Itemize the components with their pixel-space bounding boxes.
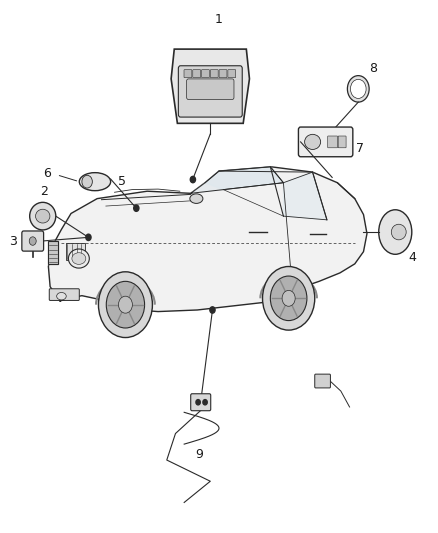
FancyBboxPatch shape xyxy=(210,70,218,78)
FancyBboxPatch shape xyxy=(193,70,201,78)
FancyBboxPatch shape xyxy=(184,70,192,78)
Circle shape xyxy=(196,400,200,405)
Circle shape xyxy=(203,400,207,405)
Circle shape xyxy=(99,272,152,337)
Circle shape xyxy=(270,276,307,320)
FancyBboxPatch shape xyxy=(298,127,353,157)
Bar xyxy=(48,241,58,264)
FancyBboxPatch shape xyxy=(328,136,338,148)
FancyBboxPatch shape xyxy=(315,374,330,388)
Ellipse shape xyxy=(304,134,321,149)
Circle shape xyxy=(262,266,315,330)
Circle shape xyxy=(86,234,91,240)
Circle shape xyxy=(106,281,145,328)
Text: 6: 6 xyxy=(43,167,51,180)
Text: 9: 9 xyxy=(195,448,203,461)
Ellipse shape xyxy=(68,249,89,268)
Circle shape xyxy=(134,205,139,212)
Text: 1: 1 xyxy=(215,13,223,27)
Polygon shape xyxy=(48,241,58,264)
Ellipse shape xyxy=(30,203,56,230)
FancyBboxPatch shape xyxy=(178,66,242,117)
Circle shape xyxy=(118,296,132,313)
FancyBboxPatch shape xyxy=(22,231,44,251)
Text: 8: 8 xyxy=(369,61,377,75)
FancyBboxPatch shape xyxy=(191,394,211,411)
Text: 5: 5 xyxy=(118,175,126,188)
Circle shape xyxy=(350,79,366,99)
Bar xyxy=(66,243,85,260)
FancyBboxPatch shape xyxy=(187,79,234,100)
Circle shape xyxy=(282,290,295,306)
Polygon shape xyxy=(171,49,250,123)
Circle shape xyxy=(347,76,369,102)
Polygon shape xyxy=(48,167,367,312)
FancyBboxPatch shape xyxy=(228,70,236,78)
Polygon shape xyxy=(191,167,283,193)
Ellipse shape xyxy=(79,173,111,191)
Polygon shape xyxy=(205,167,283,190)
Ellipse shape xyxy=(379,210,412,254)
Circle shape xyxy=(210,307,215,313)
Text: 7: 7 xyxy=(356,142,364,155)
Text: 4: 4 xyxy=(408,251,416,264)
Circle shape xyxy=(190,176,195,183)
FancyBboxPatch shape xyxy=(338,136,346,148)
Ellipse shape xyxy=(72,253,86,264)
Polygon shape xyxy=(283,172,327,220)
FancyBboxPatch shape xyxy=(49,289,79,301)
Ellipse shape xyxy=(190,194,203,204)
Text: 3: 3 xyxy=(9,235,17,247)
Text: 2: 2 xyxy=(40,184,48,198)
Ellipse shape xyxy=(35,209,50,223)
Circle shape xyxy=(29,237,36,245)
Ellipse shape xyxy=(57,293,66,300)
FancyBboxPatch shape xyxy=(201,70,209,78)
FancyBboxPatch shape xyxy=(219,70,227,78)
Ellipse shape xyxy=(391,224,406,240)
Circle shape xyxy=(82,175,92,188)
